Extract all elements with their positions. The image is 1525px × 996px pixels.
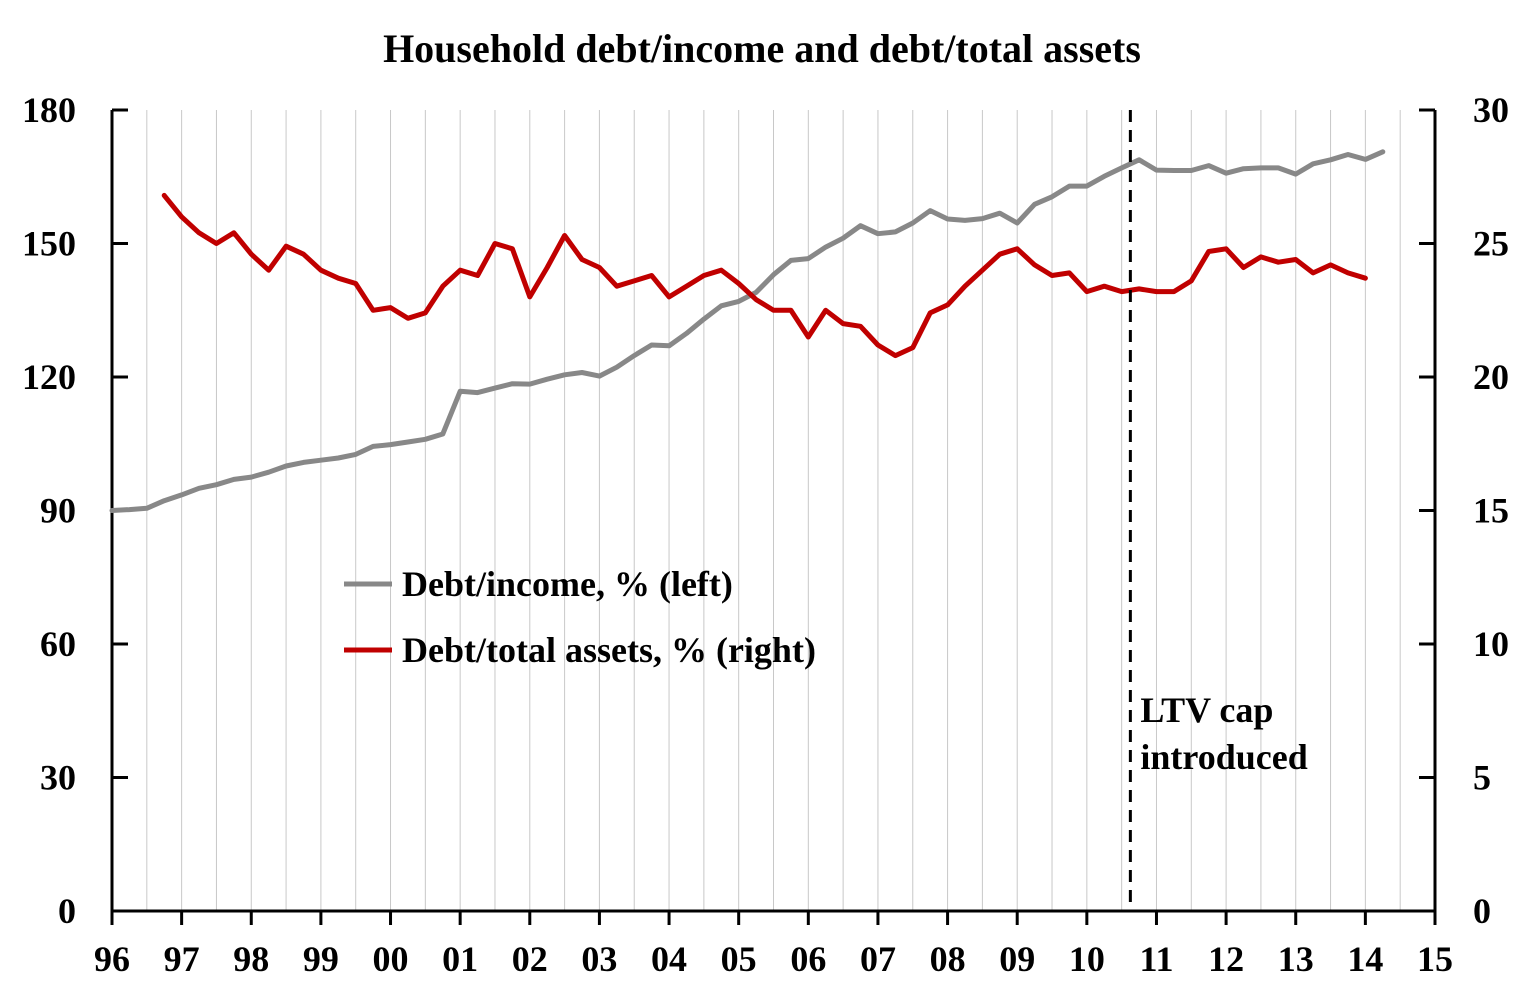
chart-title: Household debt/income and debt/total ass… [383, 26, 1141, 71]
x-tick-label: 04 [651, 939, 687, 979]
x-tick-label: 99 [303, 939, 339, 979]
legend-label: Debt/total assets, % (right) [402, 630, 816, 670]
x-tick-label: 02 [512, 939, 548, 979]
series-line-debt-income [109, 149, 1386, 513]
left-tick-label: 30 [40, 758, 76, 798]
x-tick-label: 00 [373, 939, 409, 979]
x-tick-label: 06 [790, 939, 826, 979]
x-tick-label: 09 [999, 939, 1035, 979]
x-tick-label: 96 [94, 939, 130, 979]
x-tick-label: 15 [1417, 939, 1453, 979]
ltv-cap-label: introduced [1140, 737, 1307, 777]
legend-label: Debt/income, % (left) [402, 564, 733, 604]
x-tick-label: 07 [860, 939, 896, 979]
right-tick-label: 0 [1473, 891, 1491, 931]
x-tick-label: 10 [1069, 939, 1105, 979]
x-tick-label: 12 [1208, 939, 1244, 979]
gridlines [146, 110, 1401, 911]
right-tick-label: 30 [1473, 90, 1509, 130]
annotations: LTV cap introduced [1128, 110, 1308, 911]
left-tick-label: 120 [22, 357, 76, 397]
x-tick-label: 11 [1139, 939, 1173, 979]
left-tick-label: 60 [40, 624, 76, 664]
left-tick-label: 90 [40, 491, 76, 531]
right-tick-label: 10 [1473, 624, 1509, 664]
x-tick-label: 08 [930, 939, 966, 979]
left-tick-label: 150 [22, 224, 76, 264]
left-tick-label: 0 [58, 891, 76, 931]
series-lines [109, 149, 1386, 513]
legend: Debt/income, % (left) Debt/total assets, … [344, 564, 816, 670]
right-tick-label: 5 [1473, 758, 1491, 798]
x-tick-label: 05 [721, 939, 757, 979]
series-line-debt-assets [161, 192, 1368, 359]
x-tick-label: 14 [1347, 939, 1383, 979]
ltv-cap-label: LTV cap [1140, 690, 1273, 730]
right-tick-label: 25 [1473, 224, 1509, 264]
x-tick-label: 03 [581, 939, 617, 979]
x-tick-label: 13 [1278, 939, 1314, 979]
x-tick-label: 98 [233, 939, 269, 979]
right-tick-label: 15 [1473, 491, 1509, 531]
x-tick-label: 01 [442, 939, 478, 979]
right-tick-label: 20 [1473, 357, 1509, 397]
left-tick-label: 180 [22, 90, 76, 130]
x-tick-label: 97 [164, 939, 200, 979]
